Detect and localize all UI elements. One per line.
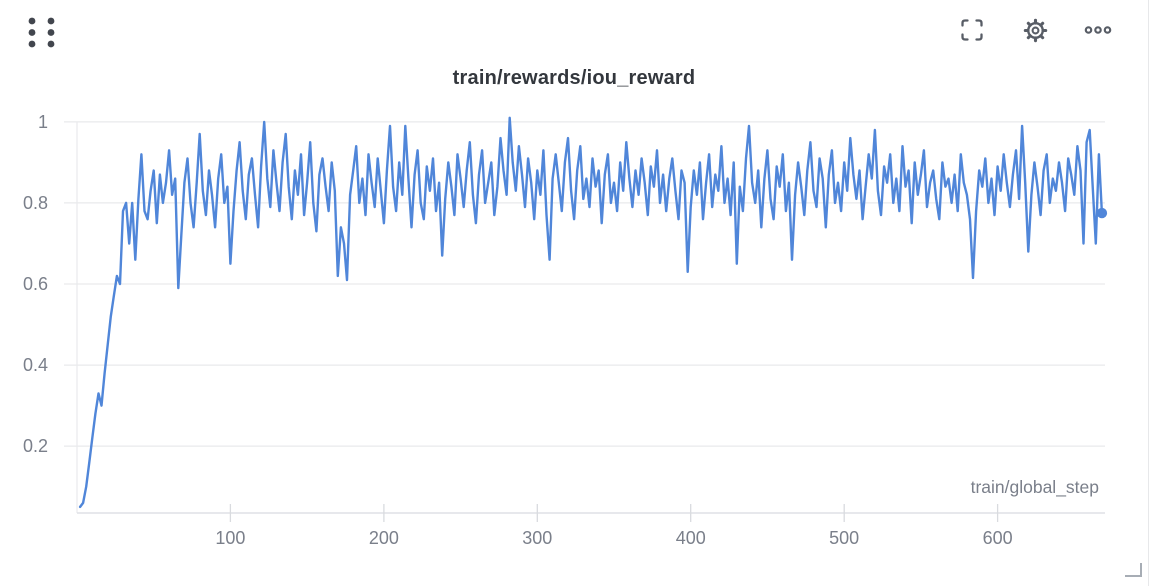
x-tick-label: 400 xyxy=(675,528,706,548)
y-tick-label: 1 xyxy=(37,111,48,132)
chart-svg[interactable] xyxy=(64,115,1108,522)
y-tick-label: 0.8 xyxy=(22,192,48,213)
fullscreen-button[interactable] xyxy=(958,16,986,44)
x-tick-label: 500 xyxy=(829,528,860,548)
reward-line xyxy=(78,116,1104,509)
ellipsis-icon xyxy=(1084,26,1112,34)
settings-button[interactable] xyxy=(1021,16,1049,44)
x-tick-label: 100 xyxy=(215,528,246,548)
more-options-button[interactable] xyxy=(1084,16,1112,44)
y-tick-label: 0.6 xyxy=(22,274,48,294)
y-tick-label: 0.2 xyxy=(22,436,48,457)
drag-handle[interactable] xyxy=(25,15,58,51)
x-tick-label: 300 xyxy=(522,528,553,548)
x-tick-label: 600 xyxy=(982,528,1013,548)
x-axis-title: train/global_step xyxy=(970,477,1099,497)
panel-actions xyxy=(958,16,1112,44)
y-tick-label: 0.4 xyxy=(22,355,48,376)
gear-icon xyxy=(1023,18,1047,42)
panel-title: train/rewards/iou_reward xyxy=(452,67,696,89)
x-tick-label: 200 xyxy=(368,528,399,548)
panel-resize-handle[interactable] xyxy=(1125,563,1142,577)
grip-dots-icon xyxy=(28,17,55,48)
endpoint-dot xyxy=(1096,207,1108,219)
fullscreen-icon xyxy=(961,19,983,41)
